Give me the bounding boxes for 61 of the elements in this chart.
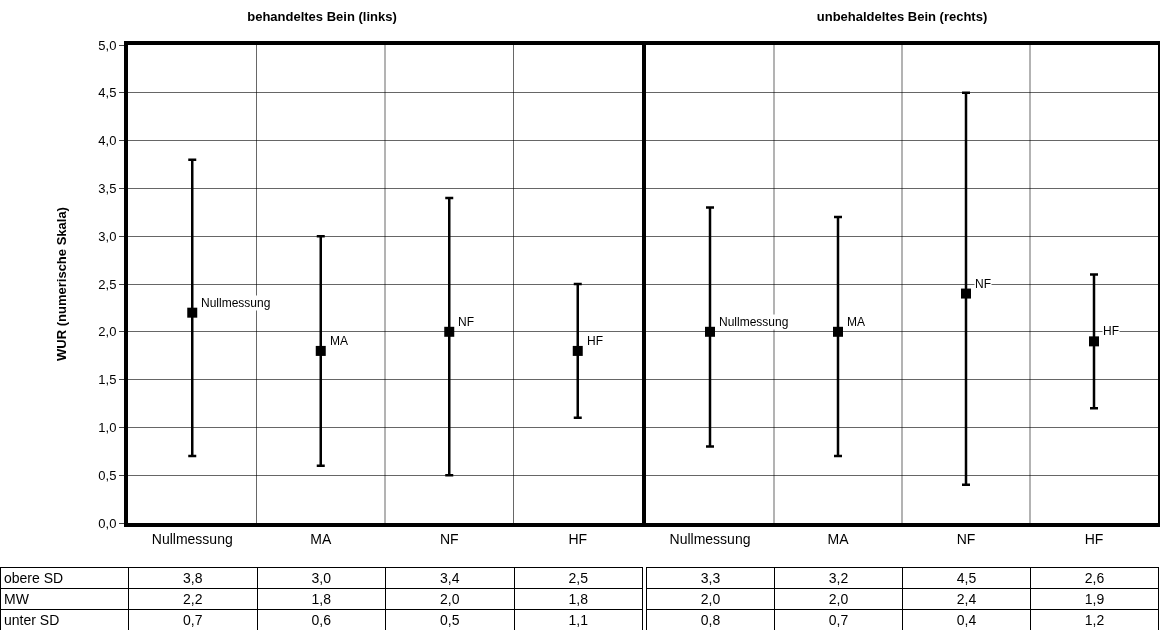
x-tick-label: NF — [439, 530, 459, 547]
category-label: NF — [458, 315, 474, 329]
category-label: HF — [587, 334, 603, 348]
text: 3,3 — [646, 567, 775, 589]
x-tick-label: HF — [1084, 530, 1104, 547]
data-label: 1,8 — [514, 588, 643, 610]
category-label: Nullmessung — [201, 296, 271, 310]
point — [444, 326, 455, 337]
text: 2,6 — [1030, 567, 1159, 589]
y-tick-label: 1,0 — [98, 419, 117, 435]
category-label: MA — [330, 334, 348, 348]
category-label: MA — [847, 315, 865, 329]
y-axis-title: WUR (numerische Skala) — [53, 207, 69, 361]
text: obere SD — [0, 567, 129, 589]
data-label: 2,0 — [774, 588, 903, 610]
text: 0,6 — [257, 609, 386, 630]
text: 0,8 — [646, 609, 775, 630]
y-tick-label: 2,5 — [98, 276, 117, 292]
text: 0,7 — [128, 609, 257, 630]
x-tick-label: HF — [568, 530, 588, 547]
text: 0,4 — [902, 609, 1031, 630]
data-label: 1,8 — [257, 588, 386, 610]
chart-title: behandeltes Bein (links) — [247, 9, 397, 25]
text: unter SD — [0, 609, 129, 630]
x-tick-label: NF — [956, 530, 976, 547]
point — [187, 307, 198, 318]
x-tick-label: MA — [310, 530, 332, 547]
text: 3,8 — [128, 567, 257, 589]
y-tick-label: 0,0 — [98, 515, 117, 531]
point — [572, 345, 583, 356]
y-tick-label: 3,0 — [98, 228, 117, 244]
y-tick-label: 3,5 — [98, 180, 117, 196]
text: 0,5 — [385, 609, 514, 630]
text: 3,2 — [774, 567, 903, 589]
text: 4,5 — [902, 567, 1031, 589]
data-label: 2,0 — [646, 588, 775, 610]
category-label: HF — [1103, 324, 1119, 338]
category-label: NF — [975, 277, 991, 291]
data-label: 2,2 — [128, 588, 257, 610]
text: 3,0 — [257, 567, 386, 589]
y-tick-label: 1,5 — [98, 372, 117, 388]
data-label: 1,9 — [1030, 588, 1159, 610]
x-tick-label: Nullmessung — [151, 530, 233, 547]
x-tick-label: MA — [827, 530, 850, 547]
y-tick-label: 0,5 — [98, 467, 117, 483]
y-tick-label: 2,0 — [98, 324, 117, 340]
text: 1,1 — [514, 609, 643, 630]
text: 3,4 — [385, 567, 514, 589]
text: 1,2 — [1030, 609, 1159, 630]
text: 2,5 — [514, 567, 643, 589]
x-tick-label: Nullmessung — [669, 530, 751, 547]
data-label: 2,4 — [902, 588, 1031, 610]
chart-title: unbehaldeltes Bein (rechts) — [816, 9, 988, 25]
text: 0,7 — [774, 609, 903, 630]
y-tick-label: 5,0 — [98, 37, 117, 53]
category-label: Nullmessung — [719, 315, 789, 329]
y-tick-label: 4,5 — [98, 85, 117, 101]
text: MW — [0, 588, 129, 610]
y-tick-label: 4,0 — [98, 133, 117, 149]
point — [315, 345, 326, 356]
data-label: 2,0 — [385, 588, 514, 610]
